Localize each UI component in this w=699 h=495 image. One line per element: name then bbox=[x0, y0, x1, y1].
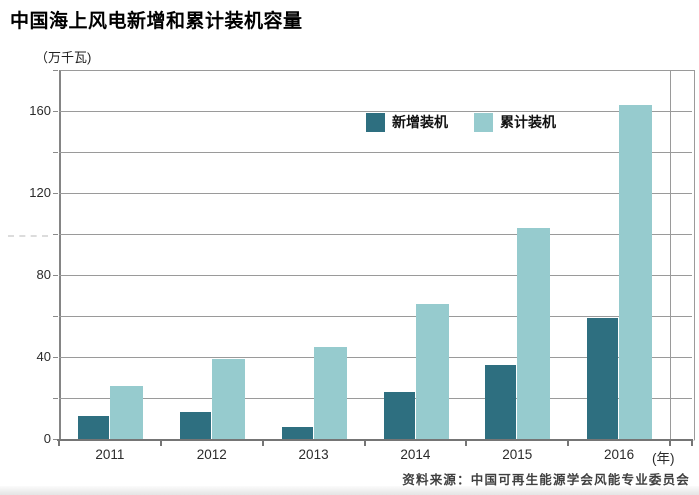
x-axis-label: 2014 bbox=[400, 447, 431, 462]
gridline bbox=[59, 152, 692, 153]
y-axis-label: 80 bbox=[36, 267, 51, 282]
y-axis-tick bbox=[53, 111, 58, 112]
legend-swatch-new-installed bbox=[366, 112, 385, 132]
bottom-edge-strip bbox=[0, 486, 699, 495]
bar-cum-2014 bbox=[415, 303, 449, 439]
y-axis-unit-label: （万千瓦) bbox=[35, 50, 92, 65]
bar-cum-2011 bbox=[110, 385, 143, 439]
y-axis-tick bbox=[53, 357, 58, 358]
gridline bbox=[59, 193, 692, 194]
x-axis-tick bbox=[691, 441, 693, 446]
y-axis-label: 120 bbox=[29, 185, 51, 200]
bar-new-2016 bbox=[587, 318, 619, 439]
bar-cum-2016 bbox=[619, 104, 653, 439]
y-axis-tick bbox=[53, 193, 58, 194]
x-axis-tick bbox=[58, 441, 60, 446]
bar-cum-2015 bbox=[517, 227, 551, 439]
x-axis-label: 2015 bbox=[502, 447, 533, 462]
y-axis-tick bbox=[53, 70, 58, 71]
watermark-dashes bbox=[8, 235, 48, 237]
legend-label-cumulative: 累计装机 bbox=[500, 114, 556, 130]
x-axis-label: 2012 bbox=[196, 447, 227, 462]
legend-label-new-installed: 新增装机 bbox=[392, 114, 448, 130]
x-axis-label: 2011 bbox=[95, 447, 125, 462]
legend-item-new-installed: 新增装机 bbox=[366, 112, 448, 132]
legend: 新增装机 累计装机 bbox=[366, 112, 556, 132]
x-axis-label: 2016 bbox=[604, 447, 635, 462]
x-axis-unit-label: (年) bbox=[652, 451, 675, 466]
gridline bbox=[59, 275, 692, 276]
legend-item-cumulative: 累计装机 bbox=[474, 112, 556, 132]
x-axis-tick bbox=[363, 441, 366, 446]
y-axis-tick bbox=[53, 152, 58, 153]
x-axis-tick bbox=[159, 441, 162, 446]
chart-title: 中国海上风电新增和累计装机容量 bbox=[10, 11, 303, 32]
bar-cum-2013 bbox=[313, 346, 347, 439]
gridline bbox=[59, 316, 692, 317]
gridline bbox=[59, 398, 692, 399]
bar-new-2013 bbox=[281, 426, 313, 439]
y-axis-tick bbox=[53, 439, 58, 440]
y-axis-label: 40 bbox=[36, 349, 51, 364]
bar-new-2015 bbox=[485, 365, 517, 439]
bar-new-2011 bbox=[78, 416, 109, 439]
x-axis-tick bbox=[567, 441, 570, 446]
legend-swatch-cumulative bbox=[474, 112, 493, 132]
x-axis-tick bbox=[669, 441, 671, 446]
y-axis-tick bbox=[53, 275, 58, 276]
x-axis-tick bbox=[465, 441, 468, 446]
x-axis-tick bbox=[261, 441, 264, 446]
y-axis-tick bbox=[53, 398, 58, 399]
gridline bbox=[59, 357, 692, 358]
bar-new-2012 bbox=[179, 412, 211, 439]
y-axis-label: 0 bbox=[43, 431, 51, 446]
bar-cum-2012 bbox=[211, 359, 245, 439]
source-note: 资料来源：中国可再生能源学会风能专业委员会 bbox=[402, 473, 690, 487]
y-axis-tick bbox=[53, 234, 58, 235]
bar-new-2014 bbox=[383, 391, 415, 439]
y-axis-label: 160 bbox=[29, 103, 51, 118]
x-axis-label: 2013 bbox=[298, 447, 329, 462]
y-axis-tick bbox=[53, 316, 58, 317]
x-axis-line bbox=[57, 439, 693, 441]
gridline bbox=[59, 111, 692, 112]
gridline bbox=[59, 234, 692, 235]
plot-right-separator bbox=[670, 70, 671, 439]
